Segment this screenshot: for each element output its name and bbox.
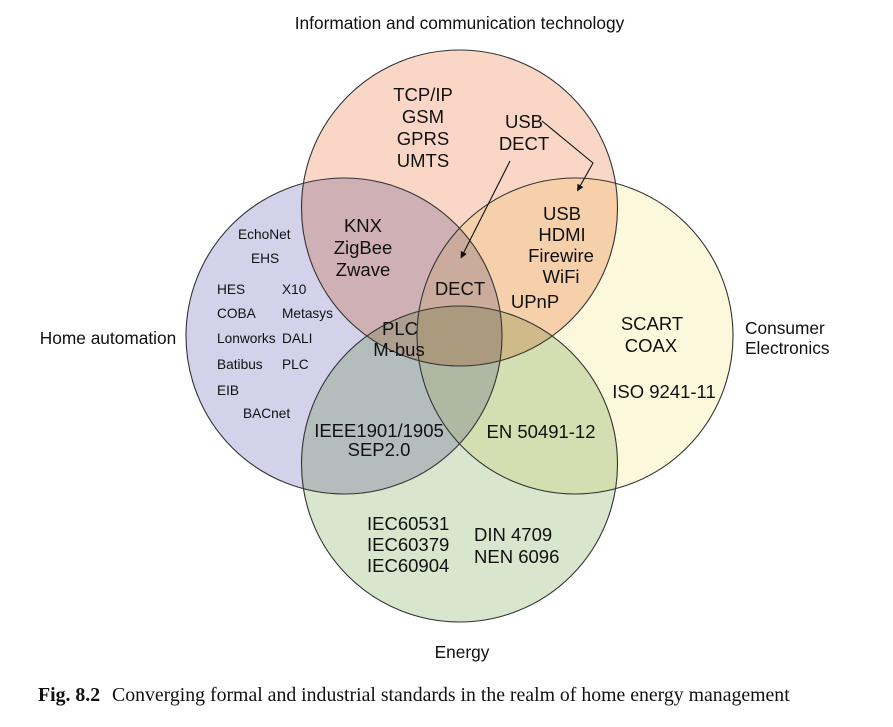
svg-text:HDMI: HDMI (538, 224, 585, 245)
svg-text:Electronics: Electronics (745, 338, 830, 358)
svg-text:IEC60379: IEC60379 (367, 534, 449, 555)
svg-text:BACnet: BACnet (243, 406, 290, 421)
svg-text:COBA: COBA (217, 306, 257, 321)
svg-text:IEEE1901/1905: IEEE1901/1905 (314, 420, 444, 441)
svg-text:EIB: EIB (217, 383, 239, 398)
svg-text:M-bus: M-bus (373, 339, 424, 360)
svg-text:UPnP: UPnP (511, 291, 559, 312)
svg-text:Energy: Energy (435, 642, 490, 662)
svg-text:USB: USB (505, 111, 543, 132)
svg-text:Zwave: Zwave (336, 259, 391, 280)
svg-text:DECT: DECT (499, 133, 549, 154)
svg-text:IEC60904: IEC60904 (367, 555, 449, 576)
svg-text:UMTS: UMTS (397, 150, 449, 171)
svg-text:SEP2.0: SEP2.0 (348, 439, 411, 460)
svg-text:ISO 9241-11: ISO 9241-11 (612, 381, 716, 402)
svg-text:TCP/IP: TCP/IP (393, 84, 453, 105)
svg-text:GPRS: GPRS (397, 128, 449, 149)
svg-text:PLC: PLC (382, 318, 418, 339)
svg-text:ZigBee: ZigBee (334, 237, 393, 258)
svg-text:GSM: GSM (402, 106, 444, 127)
svg-text:EchoNet: EchoNet (238, 227, 291, 242)
svg-text:EN 50491-12: EN 50491-12 (486, 421, 595, 442)
svg-text:WiFi: WiFi (543, 266, 580, 287)
svg-text:PLC: PLC (282, 357, 309, 372)
svg-text:DIN 4709: DIN 4709 (474, 524, 552, 545)
svg-text:USB: USB (543, 203, 581, 224)
svg-text:Information and communication: Information and communication technology (295, 13, 625, 33)
svg-text:Metasys: Metasys (282, 306, 333, 321)
svg-text:NEN 6096: NEN 6096 (474, 546, 559, 567)
svg-text:COAX: COAX (625, 335, 677, 356)
svg-text:DECT: DECT (435, 278, 485, 299)
svg-text:Fig. 8.2: Fig. 8.2 (38, 684, 100, 706)
svg-text:Converging formal and industri: Converging formal and industrial standar… (112, 684, 790, 706)
svg-text:Lonworks: Lonworks (217, 331, 276, 346)
svg-text:SCART: SCART (621, 313, 683, 334)
svg-text:Consumer: Consumer (745, 318, 825, 338)
svg-text:DALI: DALI (282, 331, 312, 346)
svg-text:Home automation: Home automation (40, 328, 176, 348)
svg-text:Batibus: Batibus (217, 357, 263, 372)
svg-text:EHS: EHS (251, 251, 279, 266)
svg-text:IEC60531: IEC60531 (367, 513, 449, 534)
svg-text:Firewire: Firewire (528, 245, 594, 266)
svg-text:KNX: KNX (344, 215, 382, 236)
svg-text:HES: HES (217, 282, 245, 297)
svg-text:X10: X10 (282, 282, 307, 297)
